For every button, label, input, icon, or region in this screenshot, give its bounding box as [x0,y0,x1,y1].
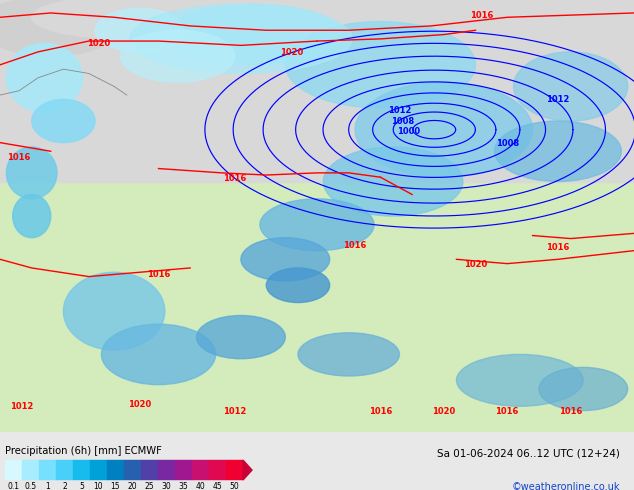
Ellipse shape [165,4,342,65]
Bar [5,460,22,480]
Text: Sa 01-06-2024 06..12 UTC (12+24): Sa 01-06-2024 06..12 UTC (12+24) [437,448,620,458]
Text: 1012: 1012 [223,407,246,416]
Ellipse shape [323,147,463,216]
Text: ©weatheronline.co.uk: ©weatheronline.co.uk [512,482,620,490]
Text: 1000: 1000 [398,127,420,136]
Text: 1016: 1016 [559,407,582,416]
Bar [158,460,175,480]
Bar [39,460,56,480]
Ellipse shape [197,316,285,359]
Text: 5: 5 [79,482,84,490]
Ellipse shape [495,121,621,181]
Text: 35: 35 [179,482,188,490]
Text: 1016: 1016 [547,243,569,252]
Text: 1016: 1016 [223,173,246,183]
Text: 1016: 1016 [344,241,366,250]
Text: 1: 1 [45,482,50,490]
Bar [175,460,192,480]
Ellipse shape [260,199,374,251]
Ellipse shape [101,324,216,385]
Text: 1020: 1020 [464,260,487,269]
FancyBboxPatch shape [0,0,634,181]
Ellipse shape [13,195,51,238]
Text: 1016: 1016 [147,270,170,279]
Text: 0.1: 0.1 [8,482,20,490]
Text: 25: 25 [145,482,154,490]
Bar [56,460,73,480]
Ellipse shape [285,22,476,108]
Bar [90,460,107,480]
Text: 1016: 1016 [369,407,392,416]
Text: 30: 30 [162,482,171,490]
Bar [22,460,39,480]
Text: 1008: 1008 [496,139,519,148]
Bar [141,460,158,480]
Ellipse shape [241,238,330,281]
Ellipse shape [0,0,120,56]
Ellipse shape [355,82,533,177]
Text: 20: 20 [127,482,138,490]
Ellipse shape [514,52,628,121]
Text: 10: 10 [94,482,103,490]
Bar [124,460,141,480]
Text: 1008: 1008 [391,117,414,125]
Text: 50: 50 [230,482,240,490]
Text: 1016: 1016 [8,153,30,162]
Polygon shape [243,460,252,480]
Text: 40: 40 [196,482,205,490]
Ellipse shape [456,354,583,406]
Text: 1016: 1016 [496,407,519,416]
Ellipse shape [130,4,352,73]
Text: 1012: 1012 [547,95,569,104]
Text: Precipitation (6h) [mm] ECMWF: Precipitation (6h) [mm] ECMWF [5,446,162,456]
Bar [209,460,226,480]
Text: 1012: 1012 [388,106,411,115]
Ellipse shape [298,333,399,376]
Bar [226,460,243,480]
Ellipse shape [32,99,95,143]
Text: 2: 2 [62,482,67,490]
Ellipse shape [120,30,235,82]
Ellipse shape [63,272,165,350]
Ellipse shape [6,43,82,112]
Text: 1020: 1020 [87,39,110,48]
Text: 1020: 1020 [128,399,151,409]
Bar [73,460,90,480]
Bar [192,460,209,480]
Text: 0.5: 0.5 [25,482,37,490]
Text: 1012: 1012 [11,402,34,411]
Ellipse shape [539,368,628,411]
Ellipse shape [95,9,184,52]
Text: 45: 45 [212,482,223,490]
Text: 1020: 1020 [432,407,455,416]
Text: 15: 15 [111,482,120,490]
Ellipse shape [32,0,222,39]
Text: 1020: 1020 [280,48,303,57]
Bar [107,460,124,480]
Ellipse shape [6,147,57,199]
Ellipse shape [266,268,330,302]
Text: 1016: 1016 [470,11,493,20]
